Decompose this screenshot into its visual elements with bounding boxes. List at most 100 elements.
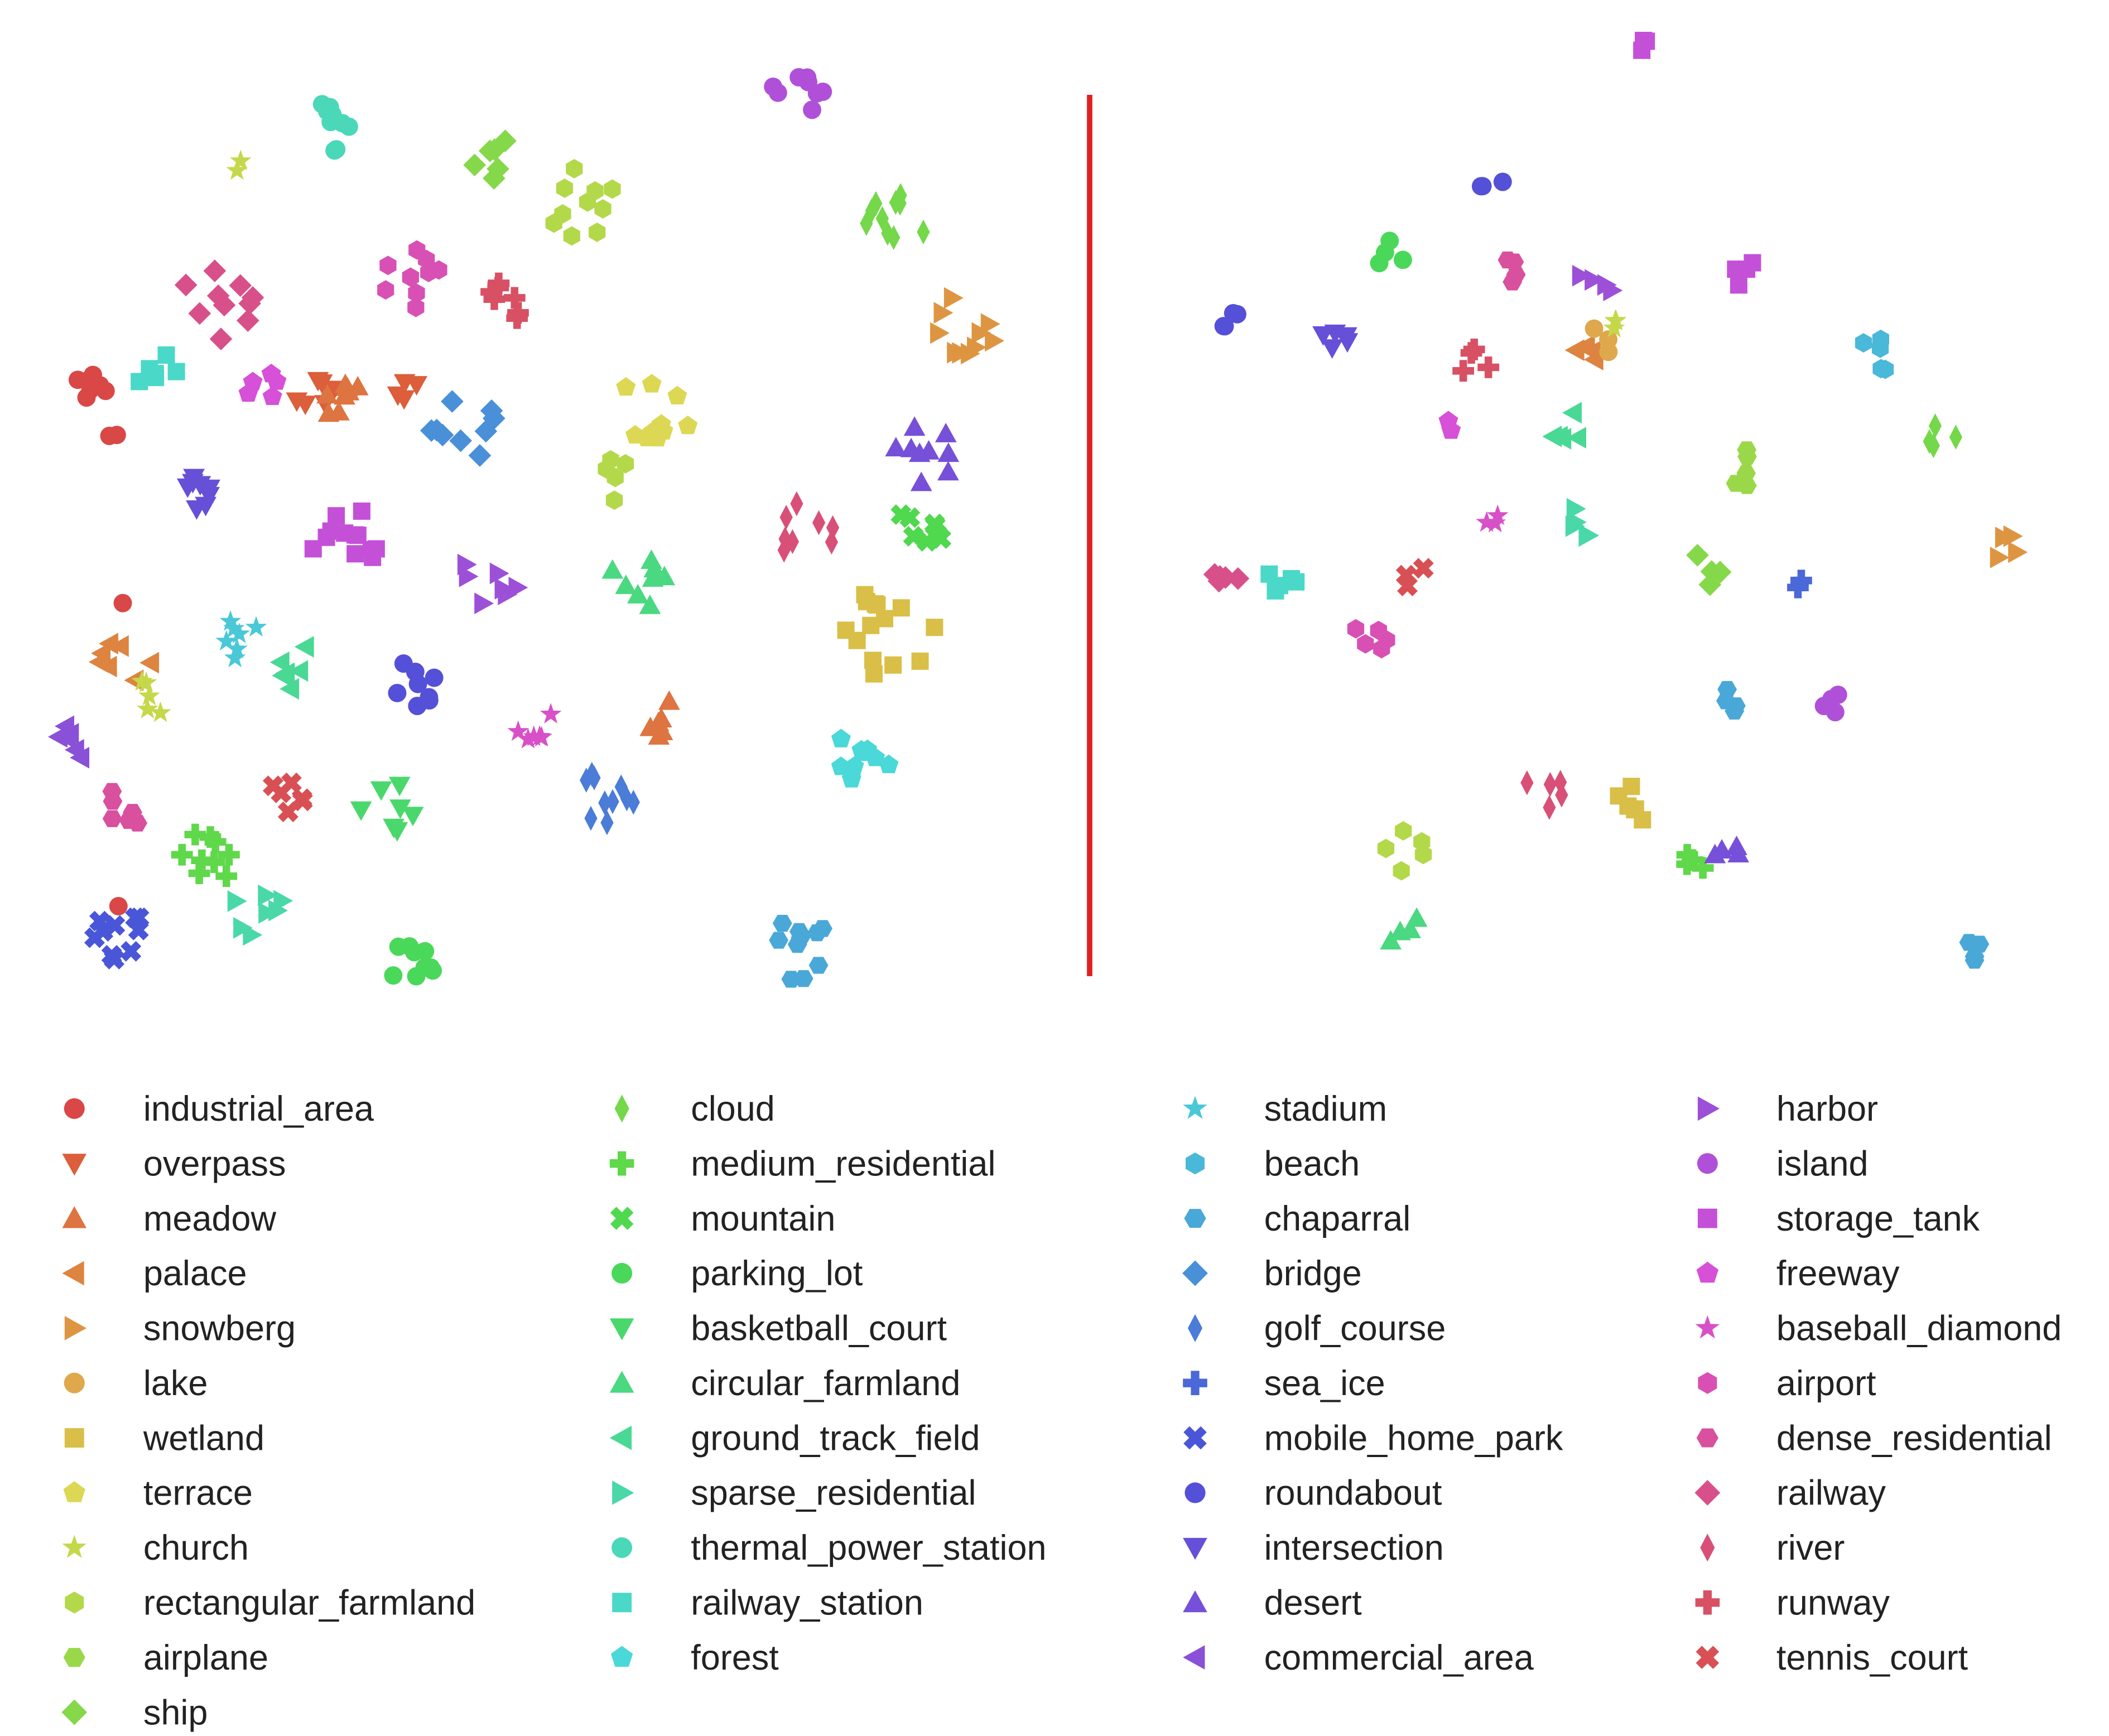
legend-label: storage_tank <box>1776 1199 1980 1238</box>
legend-label: baseball_diamond <box>1776 1309 2062 1348</box>
point-parking-lot <box>407 967 426 986</box>
point-river <box>779 504 793 530</box>
legend-marker <box>611 1537 633 1558</box>
point-palace <box>1575 335 1595 357</box>
point-chaparral <box>772 915 792 932</box>
point-bridge <box>441 390 464 413</box>
point-rectangular-farmland <box>554 204 571 224</box>
point-commercial-area <box>55 715 74 737</box>
point-rectangular-farmland <box>563 226 580 246</box>
point-industrial-area <box>113 594 132 613</box>
legend-item-sea-ice: sea_ice <box>1183 1364 1385 1403</box>
point-airport <box>1357 634 1374 654</box>
legend-item-basketball-court: basketball_court <box>609 1309 947 1348</box>
point-medium-residential <box>218 843 240 866</box>
point-forest <box>844 756 864 775</box>
legend-marker <box>61 1699 88 1725</box>
legend-label: sea_ice <box>1264 1364 1385 1403</box>
point-thermal-power-station <box>327 140 346 159</box>
point-baseball-diamond <box>1484 512 1506 533</box>
point-thermal-power-station <box>339 117 358 136</box>
legend-item-desert: desert <box>1183 1584 1362 1623</box>
point-commercial-area <box>64 739 84 761</box>
legend-label: wetland <box>143 1419 264 1458</box>
legend-label: intersection <box>1264 1528 1444 1568</box>
legend-label: cloud <box>691 1089 775 1129</box>
point-sparse-residential <box>227 890 247 912</box>
point-railway-station <box>1267 582 1284 600</box>
point-river <box>777 537 791 563</box>
point-storage-tank <box>1635 31 1653 50</box>
legend-item-ground-track-field: ground_track_field <box>609 1419 980 1458</box>
legend-marker <box>1183 1426 1207 1450</box>
point-overpass <box>307 372 329 392</box>
point-runway <box>480 281 502 303</box>
point-bridge <box>431 423 454 447</box>
point-chaparral <box>769 932 789 949</box>
point-medium-residential <box>1692 857 1714 879</box>
point-snowberg <box>1990 546 2010 568</box>
point-parking-lot <box>1393 250 1412 269</box>
legend-label: island <box>1776 1144 1869 1183</box>
point-chaparral <box>1964 952 1985 969</box>
legend-marker <box>610 1207 634 1230</box>
point-cloud <box>1928 413 1942 438</box>
legend-item-dense-residential: dense_residential <box>1696 1419 2052 1458</box>
point-basketball-court <box>350 801 372 821</box>
point-mobile-home-park <box>104 915 126 936</box>
legend-label: chaparral <box>1264 1199 1411 1238</box>
legend-label: freeway <box>1776 1254 1900 1293</box>
legend-item-tennis-court: tennis_court <box>1696 1638 1968 1677</box>
point-storage-tank <box>304 540 322 558</box>
point-storage-tank <box>364 548 382 566</box>
point-church <box>229 150 252 171</box>
point-river <box>1554 770 1567 795</box>
point-harbor <box>1585 269 1605 291</box>
point-baseball-diamond <box>1486 504 1509 525</box>
legend-item-lake: lake <box>64 1364 208 1403</box>
point-sparse-residential <box>273 890 293 912</box>
point-rectangular-farmland <box>604 179 621 199</box>
point-terrace <box>642 374 662 393</box>
point-island <box>798 68 817 87</box>
point-snowberg <box>2003 525 2023 547</box>
point-basketball-court <box>388 777 411 797</box>
point-baseball-diamond <box>1476 511 1498 532</box>
point-circular-farmland <box>1389 920 1411 941</box>
point-palace <box>88 651 108 673</box>
point-rectangular-farmland <box>579 192 596 212</box>
legend-marker <box>64 1316 87 1340</box>
legend-marker <box>1697 1096 1720 1121</box>
point-roundabout <box>1471 177 1490 196</box>
point-industrial-area <box>77 388 96 407</box>
point-terrace <box>667 385 687 404</box>
point-airport <box>407 297 425 317</box>
legend-marker <box>62 1154 87 1176</box>
legend-label: airport <box>1776 1364 1876 1403</box>
point-circular-farmland <box>641 549 662 569</box>
legend-marker <box>1187 1314 1203 1342</box>
point-snowberg <box>933 302 954 324</box>
point-river <box>790 491 803 517</box>
legend-label: dense_residential <box>1776 1419 2052 1458</box>
point-snowberg <box>960 343 980 365</box>
point-roundabout <box>425 668 444 687</box>
point-palace <box>99 633 118 655</box>
legend-item-commercial-area: commercial_area <box>1183 1638 1534 1677</box>
point-church <box>1603 317 1625 337</box>
legend-label: commercial_area <box>1264 1638 1534 1677</box>
point-church <box>138 684 160 706</box>
point-ground-track-field <box>294 636 314 658</box>
point-desert <box>903 416 926 436</box>
point-runway <box>1452 360 1475 382</box>
point-airport <box>1347 619 1365 639</box>
point-meadow <box>658 690 680 710</box>
point-dense-residential <box>128 814 147 832</box>
legend-marker <box>609 1318 634 1340</box>
point-runway <box>503 287 526 309</box>
point-mobile-home-park <box>128 907 150 928</box>
point-rectangular-farmland <box>566 158 583 179</box>
point-roundabout <box>1214 317 1233 336</box>
point-ship <box>1698 573 1722 596</box>
